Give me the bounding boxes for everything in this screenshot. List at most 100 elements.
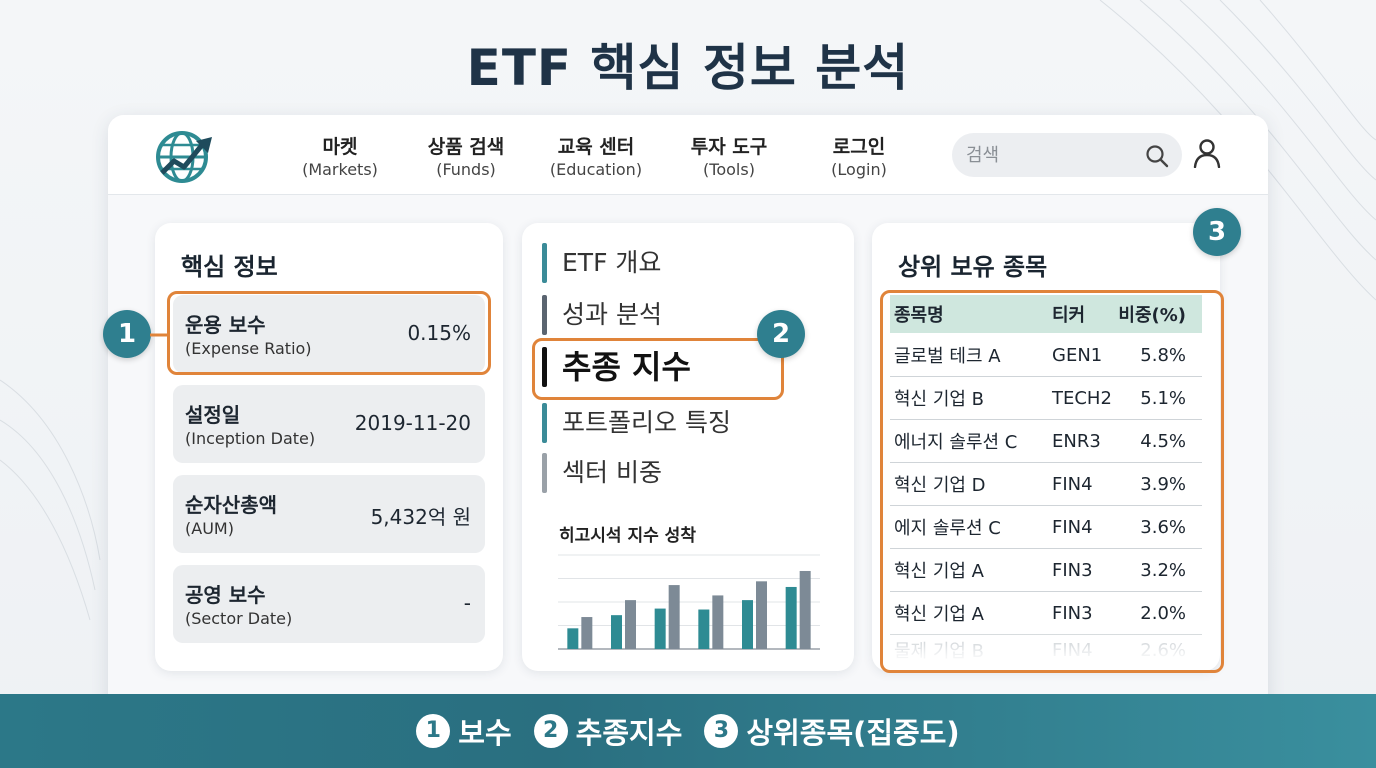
- key-info-card: 핵심 정보 운용 보수 (Expense Ratio) 0.15% 설정일 (I…: [155, 223, 503, 671]
- info-row-aum: 순자산총액 (AUM) 5,432억 원: [173, 475, 485, 553]
- table-header-row: 종목명 티커 비중(%): [890, 295, 1202, 333]
- nav-login-label: 로그인: [832, 136, 886, 158]
- page-title: ETF 핵심 정보 분석: [466, 39, 910, 97]
- chart-bar: [625, 600, 636, 649]
- index-bar-chart: [558, 554, 820, 650]
- holding-ticker: FIN3: [1052, 602, 1093, 624]
- column-header-ticker: 티커: [1052, 305, 1086, 326]
- user-icon[interactable]: [1193, 138, 1221, 168]
- info-label: 순자산총액: [185, 493, 277, 517]
- table-row[interactable]: 혁신 기업 D FIN4 3.9%: [890, 463, 1202, 506]
- key-info-heading: 핵심 정보: [181, 253, 278, 281]
- info-sublabel: (AUM): [185, 519, 234, 538]
- holding-weight: 4.5%: [1140, 430, 1186, 452]
- nav-markets-label: 마켓: [322, 136, 358, 158]
- chart-bar: [668, 585, 680, 649]
- badge-1: 1: [103, 310, 151, 358]
- nav-tools-label: 투자 도구: [690, 136, 768, 158]
- holding-ticker: FIN4: [1052, 516, 1093, 538]
- badge-2: 2: [757, 310, 805, 358]
- holding-ticker: FIN4: [1052, 473, 1093, 495]
- info-row-expense-ratio: 운용 보수 (Expense Ratio) 0.15%: [173, 295, 485, 373]
- info-sublabel: (Inception Date): [185, 429, 316, 448]
- detail-menu-card: ETF 개요 성과 분석 추종 지수 포트폴리오 특징 섹터 비중 히고시석 지…: [522, 223, 854, 671]
- chart-bar: [698, 609, 710, 649]
- holding-name: 혁신 기업 B: [894, 389, 985, 410]
- footer-item-fee: 1 보수: [416, 710, 512, 752]
- top-holdings-heading: 상위 보유 종목: [898, 253, 1048, 281]
- column-header-weight: 비중(%): [1118, 305, 1186, 326]
- footer-number: 2: [533, 714, 568, 748]
- footer-label: 상위종목(집중도): [746, 716, 960, 750]
- holding-ticker: GEN1: [1052, 344, 1103, 366]
- footer-summary: 1 보수 2 추종지수 3 상위종목(집중도): [0, 694, 1376, 768]
- footer-label: 보수: [458, 716, 512, 750]
- holding-weight: 3.9%: [1140, 473, 1186, 495]
- chart-bar: [567, 628, 579, 649]
- holding-weight: 3.2%: [1140, 559, 1186, 581]
- holding-name: 물제 기업 B: [894, 641, 985, 662]
- nav-funds[interactable]: 상품 검색 (Funds): [396, 135, 536, 181]
- footer-item-index: 2 추종지수: [533, 710, 683, 752]
- info-value: 2019-11-20: [354, 411, 471, 435]
- holding-name: 혁신 기업 A: [894, 604, 984, 625]
- nav-education-label: 교육 센터: [557, 136, 635, 158]
- table-row[interactable]: 혁신 기업 A FIN3 2.0%: [890, 592, 1202, 635]
- table-row[interactable]: 에지 솔루션 C FIN4 3.6%: [890, 506, 1202, 549]
- nav-education[interactable]: 교육 센터 (Education): [526, 135, 666, 181]
- nav-tools-sublabel: (Tools): [703, 160, 755, 179]
- app-window: 마켓 (Markets) 상품 검색 (Funds) 교육 센터 (Educat…: [108, 115, 1268, 715]
- table-row[interactable]: 혁신 기업 A FIN3 3.2%: [890, 549, 1202, 592]
- holding-ticker: FIN3: [1052, 559, 1093, 581]
- menu-sector-weight[interactable]: 섹터 비중: [542, 453, 662, 493]
- holding-ticker: FIN4: [1052, 639, 1093, 661]
- info-row-inception-date: 설정일 (Inception Date) 2019-11-20: [173, 385, 485, 463]
- menu-performance[interactable]: 성과 분석: [542, 295, 662, 335]
- table-row[interactable]: 글로벌 테크 A GEN1 5.8%: [890, 334, 1202, 377]
- table-row[interactable]: 혁신 기업 B TECH2 5.1%: [890, 377, 1202, 420]
- info-sublabel: (Sector Date): [185, 609, 293, 628]
- footer-number: 3: [704, 714, 739, 748]
- badge-1-connector: [150, 333, 170, 337]
- nav-education-sublabel: (Education): [549, 160, 643, 179]
- menu-portfolio-features[interactable]: 포트폴리오 특징: [542, 403, 731, 443]
- holding-weight: 5.1%: [1140, 387, 1186, 409]
- info-value: 5,432억 원: [370, 505, 471, 529]
- nav-markets-sublabel: (Markets): [302, 160, 378, 179]
- info-value: -: [463, 591, 471, 615]
- info-row-sector-date: 공영 보수 (Sector Date) -: [173, 565, 485, 643]
- holding-name: 에너지 솔루션 C: [894, 432, 1018, 453]
- chart-bar: [799, 570, 811, 649]
- column-header-name: 종목명: [894, 305, 944, 326]
- search-input[interactable]: [966, 133, 1136, 177]
- footer-label: 추종지수: [575, 716, 683, 750]
- nav-markets[interactable]: 마켓 (Markets): [270, 135, 410, 181]
- table-row[interactable]: 물제 기업 B FIN4 2.6%: [890, 635, 1202, 665]
- chart-title: 히고시석 지수 성착: [559, 526, 696, 546]
- chart-bar: [581, 617, 593, 649]
- search-icon[interactable]: [1145, 144, 1169, 168]
- footer-bar: 1 보수 2 추종지수 3 상위종목(집중도): [0, 694, 1376, 768]
- info-label: 운용 보수: [185, 313, 266, 337]
- nav-tools[interactable]: 투자 도구 (Tools): [659, 135, 799, 181]
- holding-weight: 2.0%: [1140, 602, 1186, 624]
- info-label: 공영 보수: [185, 583, 266, 607]
- table-row[interactable]: 에너지 솔루션 C ENR3 4.5%: [890, 420, 1202, 463]
- globe-logo-icon[interactable]: [152, 127, 216, 185]
- chart-bar: [742, 600, 753, 649]
- badge-3: 3: [1193, 208, 1241, 256]
- nav-login[interactable]: 로그인 (Login): [789, 135, 929, 181]
- menu-tracking-index[interactable]: 추종 지수: [542, 347, 691, 387]
- holding-name: 글로벌 테크 A: [894, 346, 1001, 367]
- holding-ticker: ENR3: [1052, 430, 1101, 452]
- top-holdings-card: 상위 보유 종목 종목명 티커 비중(%) 글로벌 테크 A GEN1 5.8%…: [872, 223, 1224, 673]
- holding-weight: 5.8%: [1140, 344, 1186, 366]
- menu-etf-overview[interactable]: ETF 개요: [542, 243, 661, 283]
- chart-bar: [611, 615, 622, 649]
- footer-number: 1: [416, 714, 451, 748]
- holding-name: 혁신 기업 A: [894, 561, 984, 582]
- nav-funds-sublabel: (Funds): [436, 160, 496, 179]
- holding-name: 혁신 기업 D: [894, 475, 986, 496]
- chart-bar: [654, 608, 666, 649]
- top-nav: 마켓 (Markets) 상품 검색 (Funds) 교육 센터 (Educat…: [108, 115, 1268, 195]
